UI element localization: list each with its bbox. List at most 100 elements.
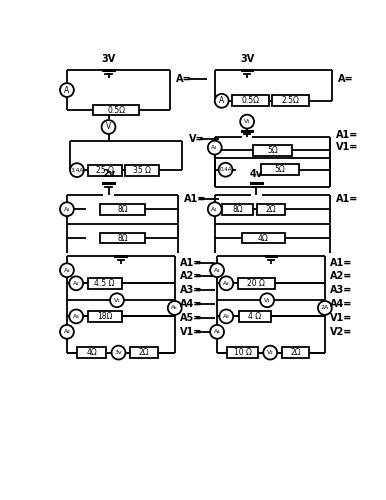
Text: A₃: A₃ [73, 314, 80, 319]
Text: A2=: A2= [330, 272, 353, 281]
Text: 3v: 3v [115, 350, 122, 355]
Circle shape [219, 276, 233, 290]
Bar [88, 278, 122, 288]
Text: A3=: A3= [330, 285, 353, 295]
Text: 0.4A: 0.4A [219, 167, 232, 172]
Text: 2Ω: 2Ω [290, 348, 301, 357]
Text: V₁: V₁ [264, 298, 271, 302]
Circle shape [60, 83, 74, 97]
Text: A=: A= [176, 74, 192, 84]
Circle shape [208, 140, 222, 154]
Circle shape [318, 301, 332, 315]
Bar [261, 164, 300, 175]
Text: V₂: V₂ [267, 350, 274, 355]
Text: 4.5 Ω: 4.5 Ω [95, 279, 115, 288]
Text: 0.5Ω: 0.5Ω [241, 96, 259, 106]
Circle shape [168, 301, 182, 315]
Text: A2=: A2= [180, 272, 203, 281]
Bar [88, 311, 122, 322]
Circle shape [210, 325, 224, 338]
Text: A3=: A3= [180, 285, 203, 295]
Text: 4Ω: 4Ω [258, 234, 269, 242]
Circle shape [110, 294, 124, 307]
Text: A₄: A₄ [214, 330, 220, 334]
Circle shape [69, 310, 83, 324]
Bar [88, 164, 122, 175]
Circle shape [60, 325, 74, 338]
Text: V: V [106, 122, 111, 132]
Text: 10 Ω: 10 Ω [234, 348, 251, 357]
Text: A4=: A4= [180, 299, 203, 309]
Text: A₁: A₁ [212, 145, 218, 150]
Bar [130, 347, 158, 358]
Text: 5Ω: 5Ω [267, 146, 278, 155]
Circle shape [112, 346, 125, 360]
Text: 8Ω: 8Ω [232, 204, 243, 214]
Text: 20 Ω: 20 Ω [247, 279, 265, 288]
Text: 4Ω: 4Ω [86, 348, 97, 357]
Bar [232, 96, 269, 106]
Bar [242, 232, 285, 243]
Bar [282, 347, 310, 358]
Text: 3V: 3V [240, 54, 254, 64]
Text: A1=: A1= [180, 258, 203, 268]
Text: A₁: A₁ [214, 268, 220, 272]
Text: 2Ω: 2Ω [139, 348, 149, 357]
Text: A1=: A1= [184, 194, 207, 203]
Text: 8Ω: 8Ω [117, 204, 128, 214]
Text: V₁: V₁ [113, 298, 120, 302]
Text: A₁: A₁ [212, 206, 218, 212]
Text: A: A [64, 86, 69, 94]
Text: 2v: 2v [102, 168, 115, 178]
Text: 5Ω: 5Ω [275, 165, 286, 174]
Text: A1=: A1= [330, 258, 353, 268]
Text: A1=: A1= [337, 194, 359, 203]
Circle shape [70, 163, 84, 177]
Bar [100, 204, 145, 214]
Text: A₁: A₁ [64, 206, 70, 212]
Text: A₂: A₂ [73, 281, 80, 286]
Bar [272, 96, 309, 106]
Text: V=: V= [189, 134, 204, 144]
Text: V₁: V₁ [244, 119, 251, 124]
Text: A₁: A₁ [64, 268, 70, 272]
Text: A: A [219, 96, 224, 106]
Circle shape [263, 346, 277, 360]
Circle shape [210, 264, 224, 277]
Text: A₅: A₅ [171, 306, 178, 310]
Text: 35 Ω: 35 Ω [134, 166, 151, 174]
Text: V1=: V1= [337, 142, 359, 152]
Bar [238, 278, 275, 288]
Text: V1=: V1= [180, 327, 203, 337]
Bar [253, 145, 292, 156]
Text: 0.5Ω: 0.5Ω [107, 106, 125, 114]
Bar [77, 347, 106, 358]
Text: 18Ω: 18Ω [97, 312, 112, 321]
Text: 25 Ω: 25 Ω [96, 166, 113, 174]
Circle shape [60, 202, 74, 216]
Circle shape [208, 202, 222, 216]
Bar [100, 232, 145, 243]
Circle shape [219, 310, 233, 324]
Text: 4 Ω: 4 Ω [248, 312, 261, 321]
Text: 2A: 2A [321, 306, 329, 310]
Text: 3V: 3V [102, 54, 116, 64]
Bar [93, 104, 139, 116]
Circle shape [260, 294, 274, 307]
Text: 4v: 4v [250, 168, 263, 178]
Text: 2.5Ω: 2.5Ω [281, 96, 299, 106]
Bar [222, 204, 253, 214]
Text: A=: A= [338, 74, 354, 84]
Text: V1=: V1= [330, 313, 353, 323]
Text: A₂: A₂ [223, 281, 230, 286]
Bar [239, 311, 271, 322]
Circle shape [60, 264, 74, 277]
Text: A4=: A4= [330, 299, 353, 309]
Text: A5=: A5= [180, 313, 203, 323]
Text: 8Ω: 8Ω [117, 234, 128, 242]
Text: A₃: A₃ [223, 314, 230, 319]
Bar [257, 204, 285, 214]
Circle shape [240, 114, 254, 128]
Circle shape [69, 276, 83, 290]
Text: 2Ω: 2Ω [266, 204, 276, 214]
